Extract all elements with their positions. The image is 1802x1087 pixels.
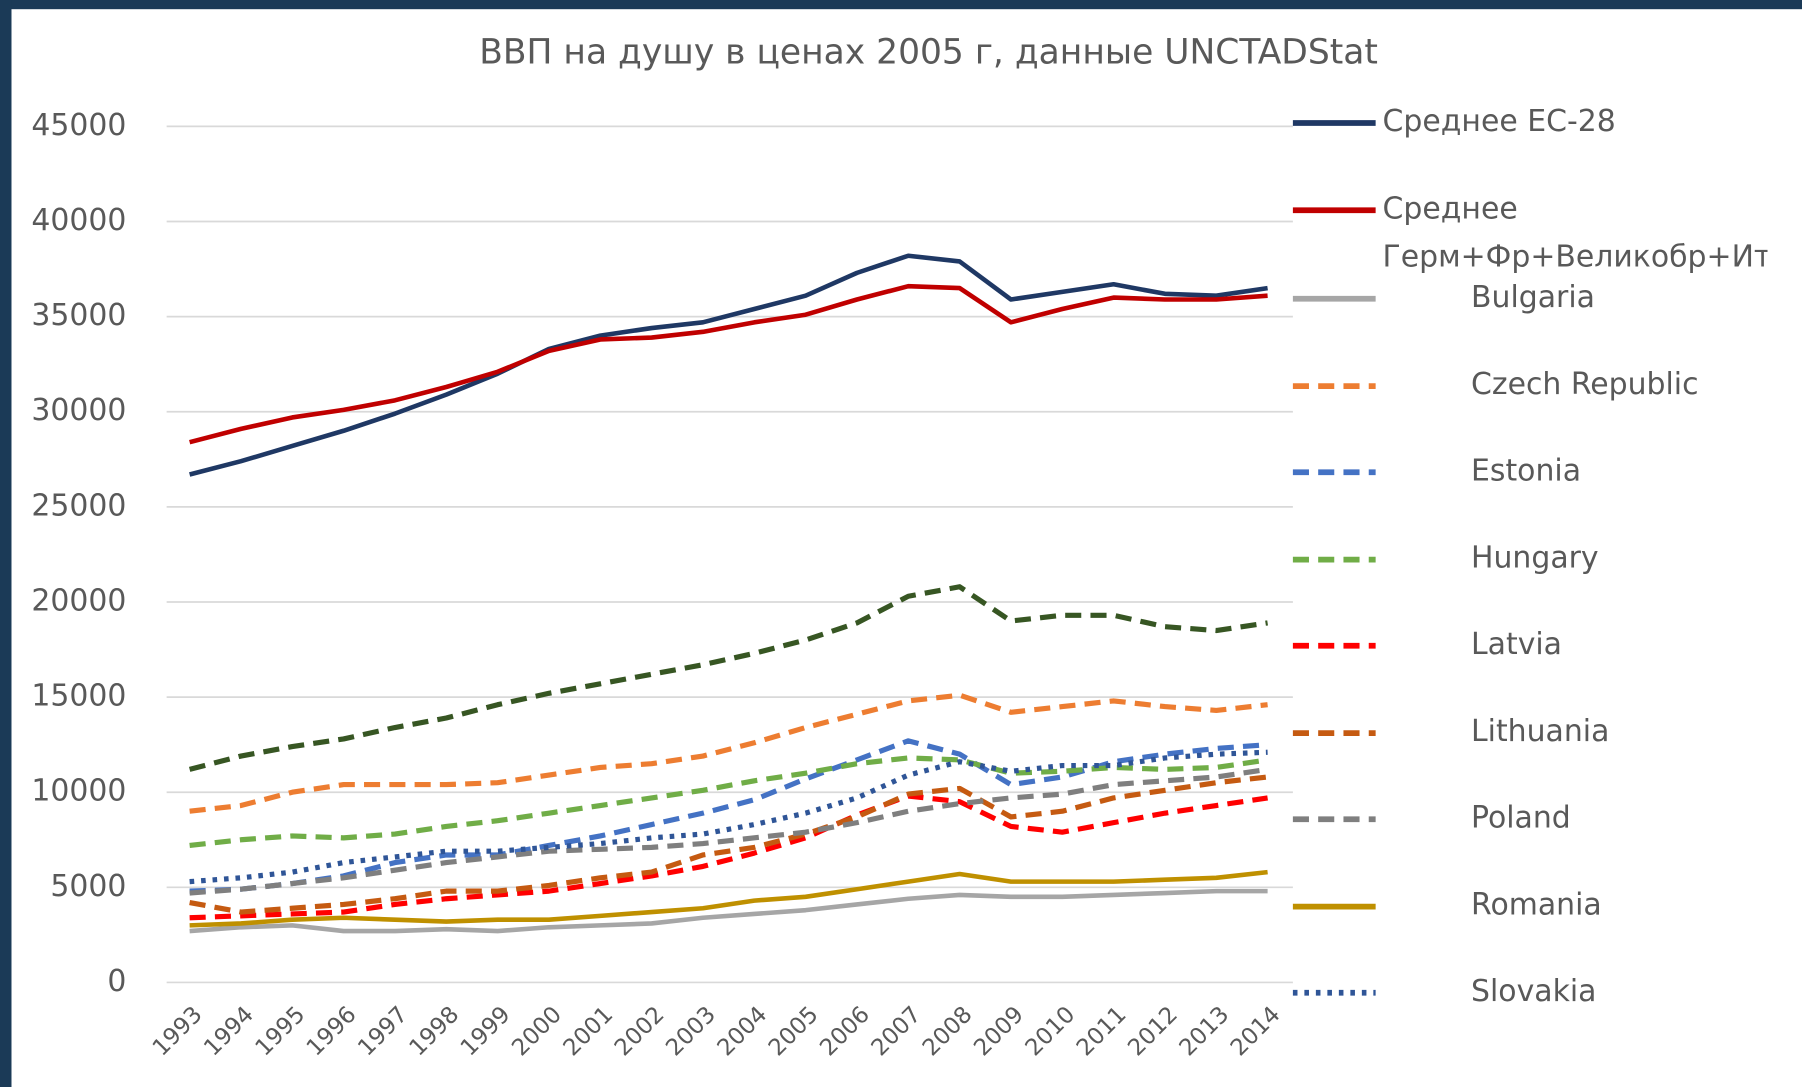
x-tick-label: 2004 bbox=[713, 1002, 773, 1062]
chart-title: ВВП на душу в ценах 2005 г, данные UNCTA… bbox=[479, 33, 1378, 73]
legend-label-box: Poland bbox=[1471, 800, 1571, 836]
y-tick-label: 35000 bbox=[31, 298, 126, 333]
y-tick-label: 0 bbox=[107, 964, 126, 999]
legend-label-box: Czech Republic bbox=[1471, 367, 1699, 403]
legend-label-box: Среднее Герм+Фр+Великобр+Ит bbox=[1382, 191, 1768, 275]
legend-label: Poland bbox=[1471, 800, 1571, 836]
y-tick-label: 45000 bbox=[31, 108, 126, 143]
x-tick-label: 2012 bbox=[1123, 1002, 1183, 1062]
series-line bbox=[189, 766, 1268, 896]
y-tick-label: 40000 bbox=[31, 203, 126, 238]
x-tick-label: 2000 bbox=[507, 1002, 567, 1062]
legend-label: Lithuania bbox=[1471, 714, 1610, 750]
series-line bbox=[189, 869, 1268, 928]
x-tick-label: 2008 bbox=[918, 1002, 978, 1062]
series-line bbox=[188, 584, 1268, 772]
x-tick-label: 2014 bbox=[1226, 1002, 1286, 1062]
legend-label-box: Estonia bbox=[1471, 453, 1582, 489]
x-tick-label: 1996 bbox=[302, 1002, 362, 1062]
x-tick-label: 2011 bbox=[1072, 1002, 1132, 1062]
series-line bbox=[189, 888, 1268, 934]
x-tick-label: 2009 bbox=[969, 1002, 1029, 1062]
x-tick-label: 2007 bbox=[867, 1002, 927, 1062]
legend-label-box: Romania bbox=[1471, 888, 1602, 923]
y-tick-label: 5000 bbox=[50, 869, 126, 904]
legend-label-box: Lithuania bbox=[1471, 714, 1610, 750]
x-tick-label: 1998 bbox=[405, 1002, 465, 1062]
frame-left bbox=[0, 0, 12, 1087]
x-tick-label: 2013 bbox=[1175, 1002, 1235, 1062]
legend-label: Среднее ЕС-28 bbox=[1382, 104, 1616, 140]
y-tick-label: 20000 bbox=[31, 583, 126, 618]
legend-label: Среднее Герм+Фр+Великобр+Ит bbox=[1382, 191, 1768, 275]
series-line bbox=[189, 283, 1268, 445]
legend-label: Estonia bbox=[1471, 453, 1582, 489]
series-line bbox=[189, 738, 1268, 894]
frame-top bbox=[0, 0, 1802, 10]
x-tick-label: 1994 bbox=[199, 1002, 259, 1062]
x-tick-label: 1995 bbox=[251, 1002, 311, 1062]
legend-label: Hungary bbox=[1471, 541, 1599, 576]
x-tick-label: 2005 bbox=[764, 1002, 824, 1062]
legend-label-box: Latvia bbox=[1471, 627, 1562, 662]
x-tick-label: 1999 bbox=[456, 1002, 516, 1062]
legend-label-box: Slovakia bbox=[1471, 974, 1597, 1009]
series-line bbox=[189, 755, 1268, 849]
x-tick-label: 2002 bbox=[610, 1002, 670, 1062]
y-tick-label: 10000 bbox=[31, 774, 126, 809]
x-tick-label: 2003 bbox=[661, 1002, 721, 1062]
series-line bbox=[189, 749, 1268, 885]
legend-label: Slovakia bbox=[1471, 974, 1597, 1009]
x-tick-label: 1993 bbox=[148, 1002, 208, 1062]
series-line bbox=[189, 774, 1268, 915]
y-tick-label: 30000 bbox=[31, 393, 126, 428]
y-tick-label: 15000 bbox=[31, 679, 126, 714]
y-tick-label: 25000 bbox=[31, 488, 126, 523]
x-tick-label: 2006 bbox=[815, 1002, 875, 1062]
legend-label: Romania bbox=[1471, 888, 1602, 923]
x-tick-label: 2010 bbox=[1021, 1002, 1081, 1062]
legend-label: Latvia bbox=[1471, 627, 1562, 662]
series-line bbox=[189, 793, 1268, 921]
legend-label: Bulgaria bbox=[1471, 280, 1595, 315]
legend-label-box: Среднее ЕС-28 bbox=[1382, 104, 1616, 140]
legend-label-box: Hungary bbox=[1471, 541, 1599, 576]
legend-label: Czech Republic bbox=[1471, 367, 1699, 403]
x-tick-label: 2001 bbox=[559, 1002, 619, 1062]
x-tick-label: 1997 bbox=[353, 1002, 413, 1062]
series-line bbox=[189, 253, 1268, 477]
series-line bbox=[189, 692, 1268, 814]
legend-label-box: Bulgaria bbox=[1471, 280, 1595, 315]
